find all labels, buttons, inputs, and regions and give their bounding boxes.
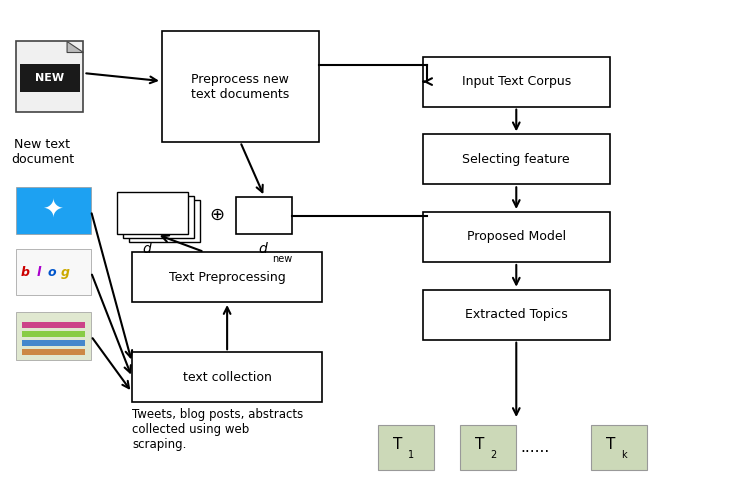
Bar: [237, 197, 292, 234]
Bar: [16, 249, 91, 295]
Bar: [22, 349, 85, 355]
Text: text collection: text collection: [183, 371, 272, 384]
Bar: [423, 56, 610, 107]
Text: New text
document: New text document: [11, 138, 74, 166]
Bar: [423, 134, 610, 184]
Text: Text Preprocessing: Text Preprocessing: [169, 271, 285, 284]
Bar: [20, 64, 79, 92]
Bar: [16, 187, 91, 234]
Text: T: T: [393, 437, 402, 453]
Text: ✦: ✦: [43, 199, 64, 223]
Text: Selecting feature: Selecting feature: [462, 153, 570, 166]
Bar: [423, 290, 610, 340]
Text: Preprocess new
text documents: Preprocess new text documents: [191, 73, 289, 101]
Text: T: T: [606, 437, 615, 453]
Text: Input Text Corpus: Input Text Corpus: [461, 75, 571, 88]
Text: l: l: [37, 266, 41, 279]
Bar: [132, 252, 322, 302]
Polygon shape: [67, 41, 83, 52]
Text: d: d: [259, 242, 267, 257]
Text: 2: 2: [490, 450, 497, 460]
Bar: [461, 425, 516, 470]
Text: d: d: [142, 242, 151, 257]
Text: k: k: [621, 450, 627, 460]
Bar: [129, 200, 200, 242]
Bar: [123, 196, 194, 238]
Text: new: new: [273, 254, 293, 264]
Bar: [378, 425, 434, 470]
Text: ......: ......: [521, 440, 550, 455]
Text: Proposed Model: Proposed Model: [467, 230, 565, 243]
Bar: [132, 352, 322, 402]
Text: g: g: [61, 266, 70, 279]
Bar: [16, 312, 91, 360]
Bar: [591, 425, 647, 470]
Bar: [16, 41, 83, 112]
Text: Extracted Topics: Extracted Topics: [465, 308, 568, 321]
Text: $\oplus$: $\oplus$: [208, 206, 224, 223]
Bar: [22, 340, 85, 346]
Bar: [22, 331, 85, 337]
Text: b: b: [21, 266, 30, 279]
Text: Tweets, blog posts, abstracts
collected using web
scraping.: Tweets, blog posts, abstracts collected …: [132, 408, 303, 452]
Bar: [22, 322, 85, 328]
Text: 1: 1: [408, 450, 414, 460]
Bar: [162, 31, 318, 142]
Bar: [117, 192, 188, 234]
Text: T: T: [475, 437, 485, 453]
Bar: [423, 212, 610, 262]
Text: o: o: [48, 266, 56, 279]
Text: NEW: NEW: [35, 73, 64, 83]
